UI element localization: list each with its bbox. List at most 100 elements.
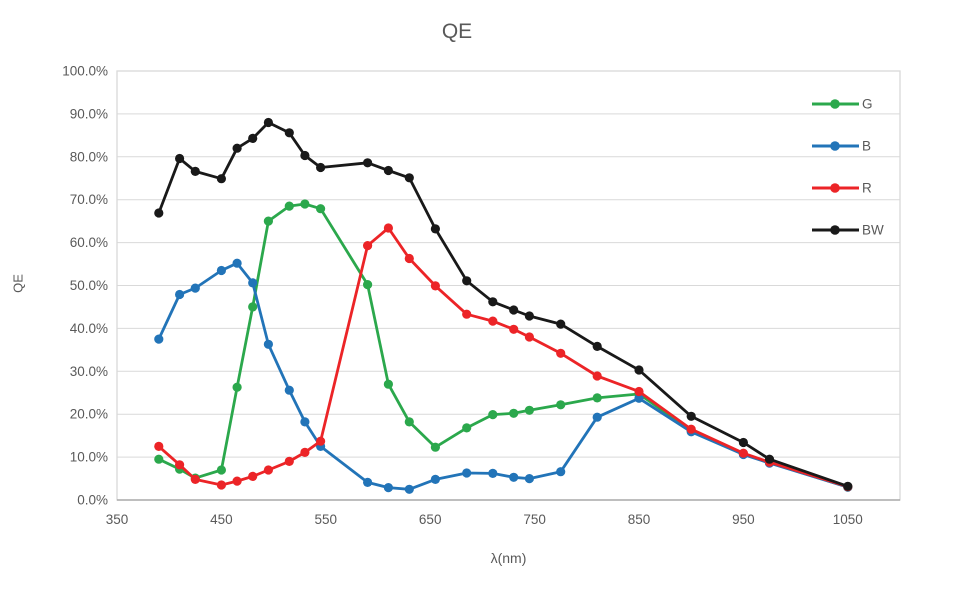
legend-label-R: R [862,181,872,196]
series-point-BW [284,128,294,138]
x-tick-label: 550 [315,512,338,527]
series-point-G [462,423,472,433]
series-point-B [556,467,566,477]
series-point-G [263,216,273,226]
series-point-B [263,339,273,349]
series-point-BW [154,208,164,218]
legend-label-BW: BW [862,223,884,238]
series-point-G [556,400,566,410]
series-point-R [300,447,310,457]
legend-swatch-dot-G [830,99,840,109]
series-point-BW [175,153,185,164]
series-point-BW [738,437,749,448]
series-point-BW [524,311,535,321]
series-point-R [462,309,472,319]
series-point-R [488,316,498,326]
series-point-G [154,454,164,464]
series-point-G [383,379,393,389]
series-point-G [316,204,326,214]
series-point-R [738,448,749,458]
series-point-BW [404,173,414,183]
series-point-R [232,476,242,486]
series-point-BW [556,319,566,329]
series-point-R [263,465,273,475]
series-point-G [404,417,414,427]
series-point-R [363,241,373,251]
x-tick-label: 750 [523,512,546,527]
series-line-BW [157,121,850,488]
series-point-B [488,468,498,478]
series-point-B [462,468,472,478]
series-point-B [175,289,185,300]
series-point-R [175,460,185,470]
series-point-BW [488,297,498,307]
series-point-BW [216,174,226,184]
series-point-G [363,280,373,290]
x-tick-label: 450 [210,512,233,527]
y-tick-label: 60.0% [70,235,108,250]
series-point-R [383,223,393,233]
series-point-R [556,348,566,358]
series-point-G [248,302,258,312]
legend-label-B: B [862,139,871,154]
series-point-B [634,393,644,403]
series-point-G [592,393,602,403]
series-point-G [284,201,294,211]
series-point-R [284,456,294,466]
series-point-BW [232,143,242,153]
series-point-BW [248,133,258,143]
y-tick-label: 90.0% [70,106,108,121]
series-point-B [383,483,393,493]
legend-swatch-dot-B [830,141,840,151]
series-point-BW [843,481,853,491]
series-point-R [404,253,414,264]
series-point-G [300,199,310,209]
series-point-B [300,417,310,427]
series-point-BW [462,276,472,286]
series-point-B [524,474,535,484]
series-point-BW [383,165,393,176]
y-axis-title: QE [10,274,26,293]
x-axis-title: λ(nm) [490,550,527,566]
series-point-G [488,410,498,420]
series-point-BW [316,162,326,173]
y-tick-label: 80.0% [70,149,108,164]
series-point-B [216,265,226,276]
x-tick-label: 850 [628,512,651,527]
series-point-G [232,382,242,392]
y-tick-label: 10.0% [70,450,108,465]
series-point-B [404,484,414,494]
series-point-BW [764,454,775,464]
series-point-R [524,332,535,342]
series-point-BW [300,150,310,161]
series-point-G [430,442,440,452]
series-point-B [154,334,164,344]
legend-swatch-dot-BW [830,225,840,235]
series-point-R [592,371,602,381]
y-tick-label: 70.0% [70,192,108,207]
x-tick-label: 650 [419,512,442,527]
series-point-BW [686,411,696,421]
y-tick-label: 20.0% [70,407,108,422]
series-point-B [509,472,519,482]
y-tick-label: 0.0% [77,493,108,508]
series-point-BW [363,158,373,168]
series-point-G [524,405,535,415]
series-point-R [216,480,226,490]
series-point-G [509,408,519,418]
series-point-BW [634,365,644,375]
y-tick-label: 40.0% [70,321,108,336]
series-point-B [430,474,440,484]
y-tick-label: 50.0% [70,278,108,293]
series-point-B [190,283,200,293]
legend-swatch-dot-R [830,183,840,193]
series-point-R [509,324,519,334]
series-point-R [634,386,644,397]
x-tick-label: 950 [732,512,755,527]
series-point-G [216,465,226,475]
series-point-B [284,385,294,395]
series-point-R [154,441,164,451]
series-point-R [430,281,440,291]
